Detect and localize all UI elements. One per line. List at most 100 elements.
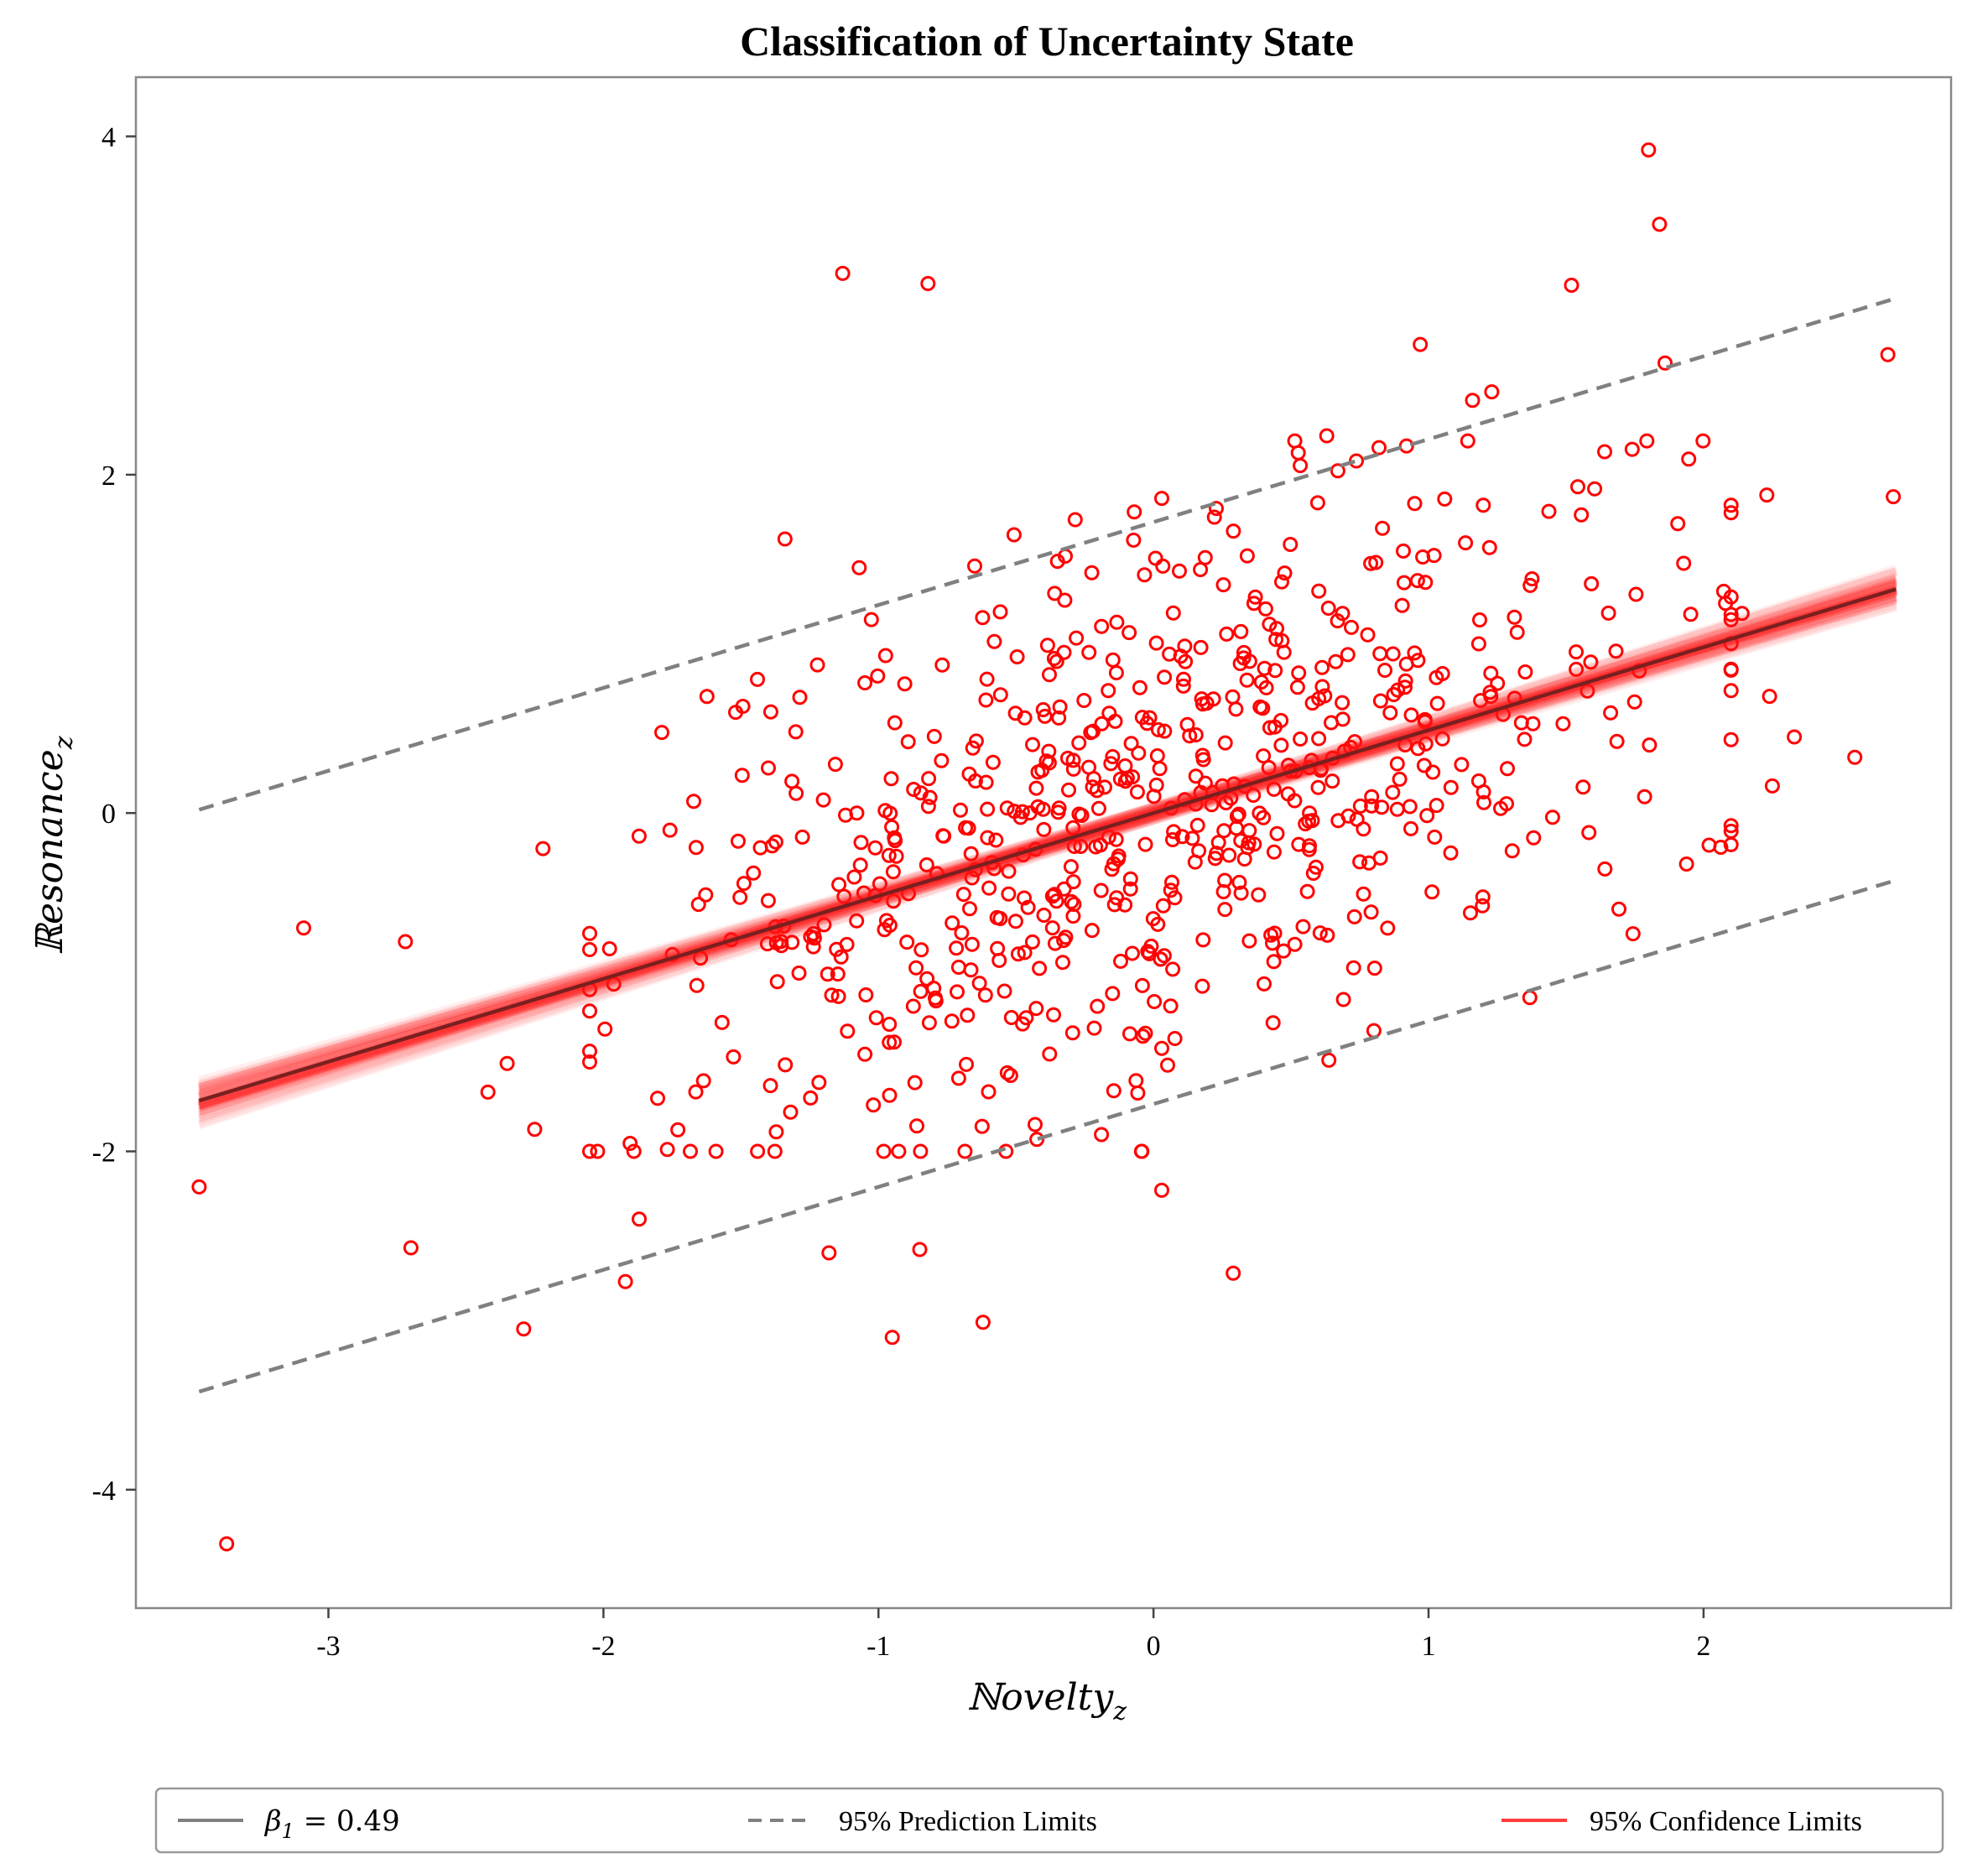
- data-point: [1473, 693, 1489, 709]
- data-point: [1154, 491, 1169, 507]
- data-point: [1394, 597, 1410, 613]
- data-point: [1124, 945, 1140, 961]
- data-point: [1155, 898, 1171, 914]
- data-point: [964, 870, 980, 886]
- data-point: [1108, 665, 1124, 680]
- data-point: [1409, 573, 1425, 589]
- data-point: [936, 828, 952, 844]
- data-point: [1105, 749, 1121, 764]
- data-point: [791, 966, 807, 981]
- data-point: [1500, 761, 1515, 777]
- data-point: [617, 1273, 633, 1289]
- data-point: [1063, 859, 1079, 875]
- data-point: [1017, 890, 1032, 906]
- data-point: [944, 1013, 960, 1029]
- data-point: [1377, 663, 1392, 678]
- data-point: [1047, 586, 1063, 601]
- data-point: [1108, 831, 1124, 847]
- data-point: [1639, 433, 1655, 449]
- data-point: [877, 922, 893, 938]
- data-point: [622, 1136, 638, 1151]
- data-point: [1641, 142, 1657, 158]
- data-point: [1228, 701, 1244, 717]
- data-point: [1056, 881, 1072, 897]
- data-point: [582, 1003, 597, 1019]
- data-point: [900, 734, 916, 750]
- data-point: [1036, 821, 1052, 837]
- data-point: [714, 1014, 730, 1030]
- data-point: [1042, 667, 1057, 683]
- data-point: [974, 1118, 990, 1134]
- data-point: [1217, 735, 1233, 751]
- data-point: [1065, 874, 1081, 890]
- data-point: [1071, 735, 1087, 751]
- data-point: [1094, 716, 1110, 731]
- data-point: [1472, 612, 1487, 627]
- data-point: [398, 934, 414, 950]
- confidence-line: [198, 600, 1897, 1095]
- data-point: [1086, 1020, 1102, 1036]
- data-point: [1239, 672, 1255, 688]
- data-point: [827, 757, 843, 773]
- data-point: [1106, 897, 1122, 913]
- data-point: [1886, 489, 1902, 505]
- data-point: [887, 1034, 902, 1050]
- data-point: [1299, 883, 1315, 899]
- data-point: [1463, 905, 1478, 921]
- data-point: [1304, 813, 1320, 829]
- data-point: [1150, 721, 1166, 737]
- data-point: [1246, 596, 1262, 612]
- data-point: [670, 1122, 686, 1138]
- data-point: [1265, 935, 1280, 951]
- data-point: [1787, 729, 1803, 745]
- data-point: [1319, 927, 1335, 943]
- data-point: [1443, 845, 1459, 861]
- data-point: [1065, 752, 1081, 768]
- data-point: [1390, 682, 1406, 698]
- data-point: [582, 1054, 597, 1070]
- data-point: [1127, 504, 1142, 520]
- data-point: [1324, 773, 1340, 789]
- data-point: [1267, 925, 1283, 941]
- data-point: [1191, 843, 1207, 859]
- data-point: [1189, 817, 1205, 833]
- data-point: [1287, 433, 1303, 449]
- data-point: [1175, 678, 1191, 694]
- data-point: [949, 940, 965, 956]
- data-point: [830, 966, 846, 982]
- data-point: [1293, 731, 1309, 747]
- data-point: [527, 1122, 543, 1138]
- data-point: [1429, 695, 1445, 711]
- data-point: [877, 648, 893, 664]
- data-point: [921, 1015, 937, 1031]
- data-point: [1526, 830, 1542, 846]
- x-tick-label: -3: [316, 1631, 340, 1662]
- data-point: [953, 802, 968, 818]
- data-point: [1418, 736, 1434, 752]
- confidence-line: [197, 575, 1897, 1111]
- data-point: [990, 940, 1006, 956]
- data-point: [1194, 978, 1210, 994]
- data-point: [1507, 609, 1522, 625]
- data-point: [1067, 512, 1083, 528]
- data-point: [631, 828, 647, 844]
- data-point: [978, 774, 994, 790]
- data-point: [891, 1143, 907, 1159]
- confidence-line: [197, 595, 1897, 1109]
- data-point: [191, 1179, 207, 1195]
- data-point: [1093, 882, 1109, 898]
- data-point: [1044, 888, 1060, 904]
- data-point: [1268, 632, 1284, 648]
- data-point: [967, 558, 982, 574]
- data-point: [1632, 663, 1647, 679]
- data-point: [962, 901, 977, 917]
- data-point: [1207, 851, 1223, 867]
- data-point: [1317, 688, 1333, 704]
- data-point: [1624, 441, 1640, 457]
- data-point: [1349, 811, 1365, 827]
- data-point: [1009, 649, 1025, 664]
- confidence-line: [198, 595, 1897, 1099]
- data-point: [764, 838, 780, 854]
- data-point: [960, 1007, 976, 1023]
- data-point: [1524, 571, 1540, 586]
